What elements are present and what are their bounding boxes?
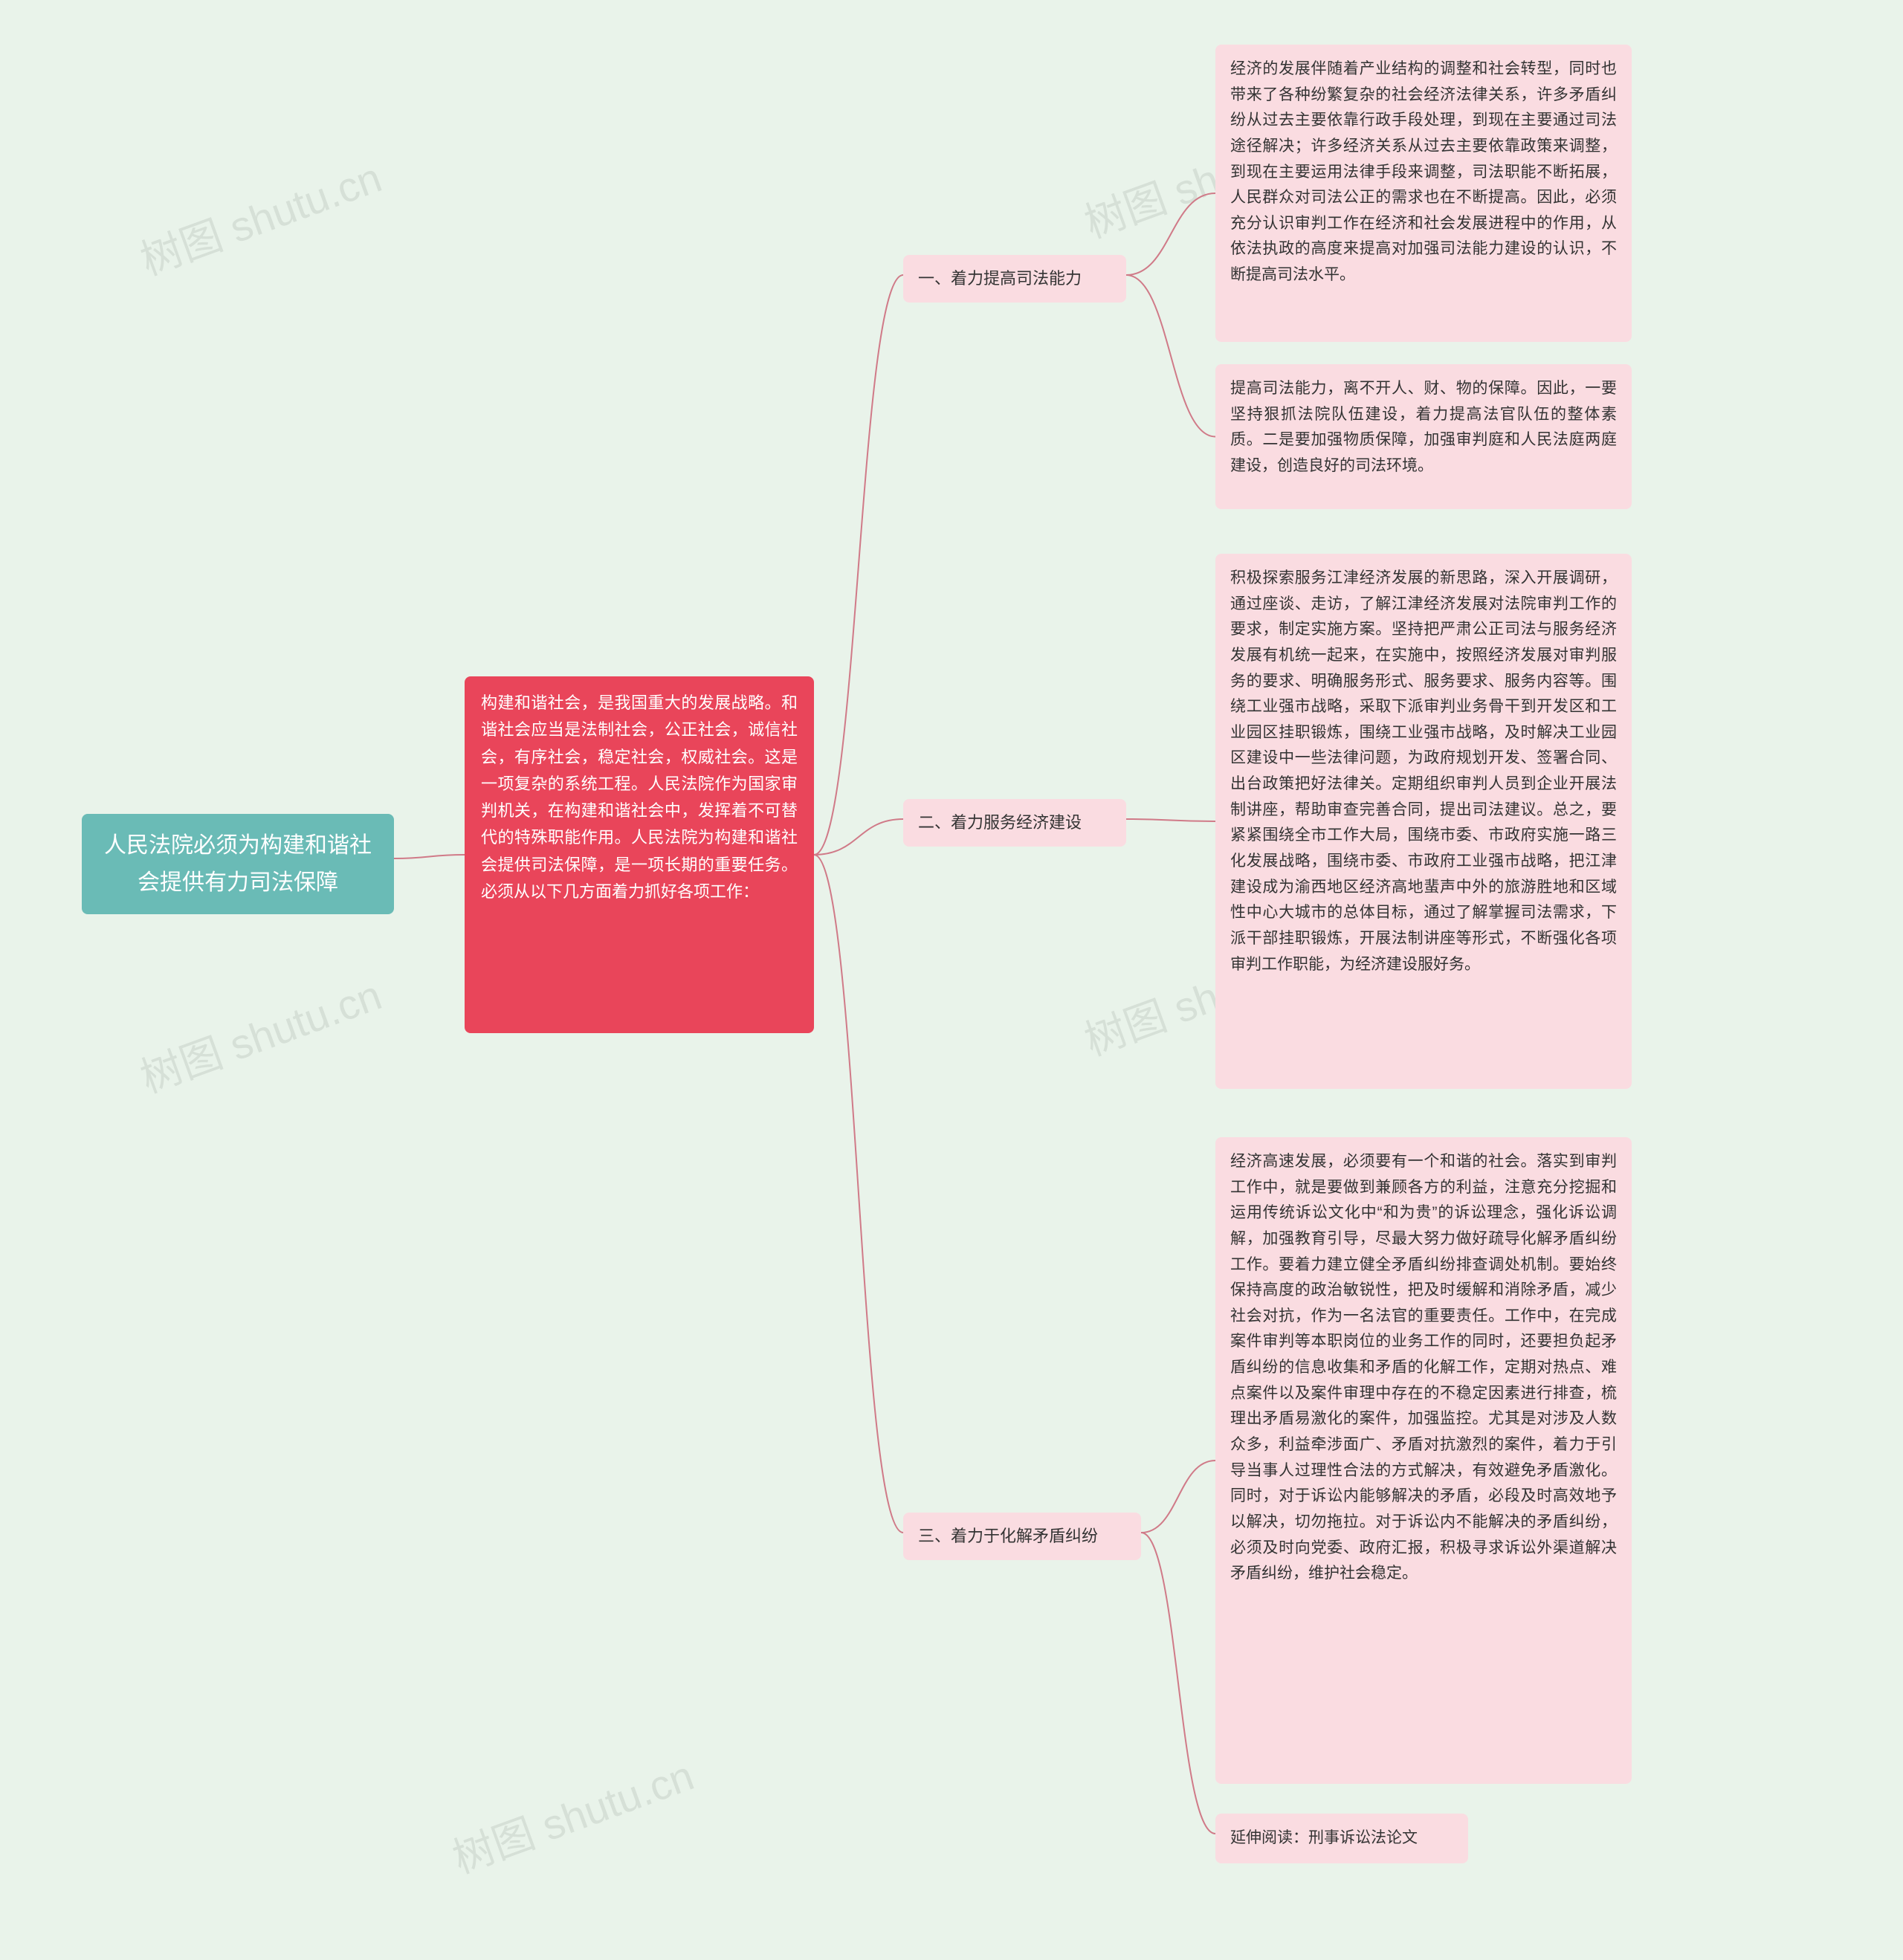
branch-node-2: 三、着力于化解矛盾纠纷 bbox=[903, 1513, 1141, 1560]
watermark: 树图 shutu.cn bbox=[131, 962, 389, 1104]
leaf-node-2-1: 延伸阅读：刑事诉讼法论文 bbox=[1215, 1814, 1468, 1863]
leaf-node-2-0: 经济高速发展，必须要有一个和谐的社会。落实到审判工作中，就是要做到兼顾各方的利益… bbox=[1215, 1137, 1632, 1784]
leaf-node-1-0: 积极探索服务江津经济发展的新思路，深入开展调研，通过座谈、走访，了解江津经济发展… bbox=[1215, 554, 1632, 1089]
watermark: 树图 shutu.cn bbox=[443, 1742, 701, 1885]
branch-node-1: 二、着力服务经济建设 bbox=[903, 799, 1126, 847]
branch-node-0: 一、着力提高司法能力 bbox=[903, 255, 1126, 303]
leaf-node-0-1: 提高司法能力，离不开人、财、物的保障。因此，一要坚持狠抓法院队伍建设，着力提高法… bbox=[1215, 364, 1632, 509]
leaf-node-0-0: 经济的发展伴随着产业结构的调整和社会转型，同时也带来了各种纷繁复杂的社会经济法律… bbox=[1215, 45, 1632, 342]
watermark: 树图 shutu.cn bbox=[131, 144, 389, 287]
main-node: 构建和谐社会，是我国重大的发展战略。和谐社会应当是法制社会，公正社会，诚信社会，… bbox=[465, 676, 814, 1033]
root-node: 人民法院必须为构建和谐社会提供有力司法保障 bbox=[82, 814, 394, 914]
